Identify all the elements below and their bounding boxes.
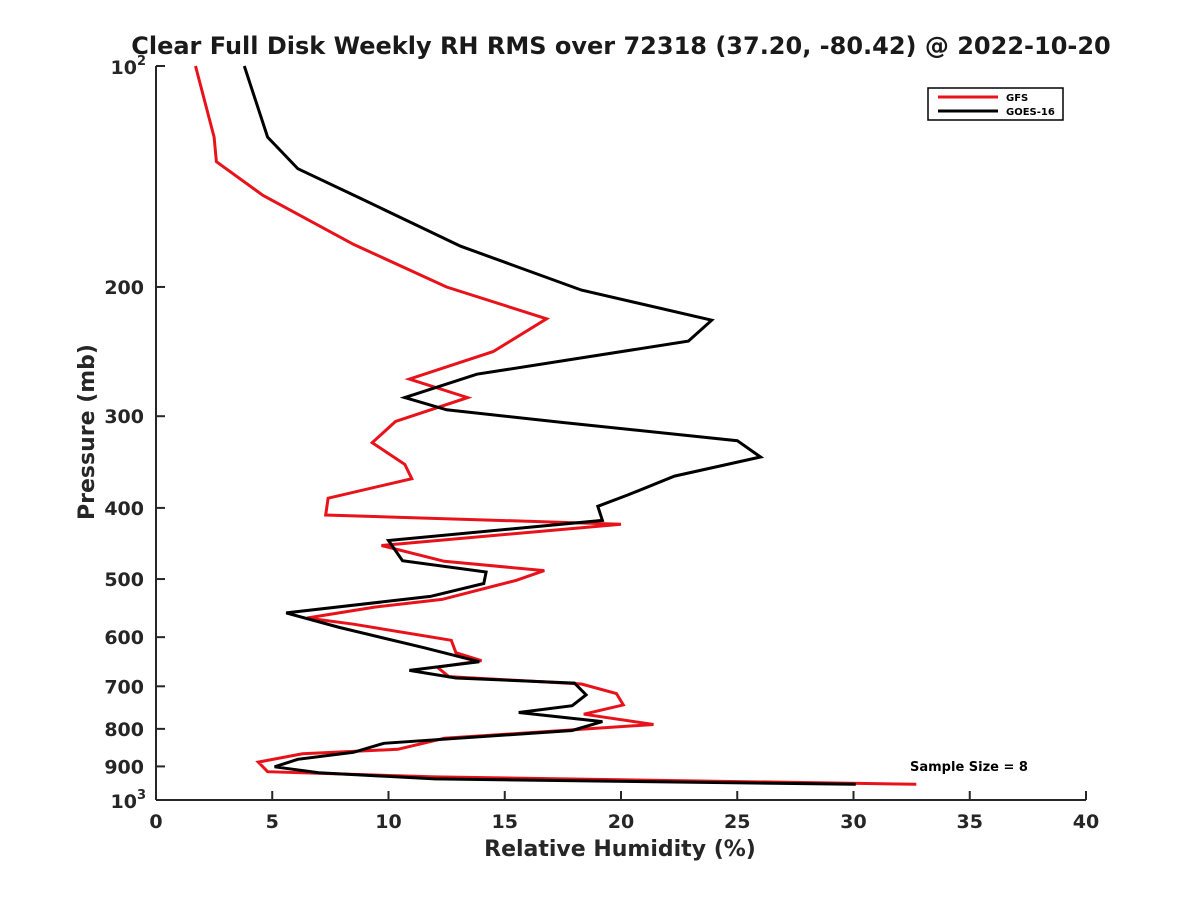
y-axis-label: Pressure (mb) bbox=[75, 344, 100, 520]
x-tick-label: 30 bbox=[840, 811, 866, 833]
x-tick-label: 25 bbox=[724, 811, 750, 833]
x-tick-label: 35 bbox=[957, 811, 983, 833]
series-line-goes-16 bbox=[242, 65, 856, 786]
x-tick-label: 40 bbox=[1073, 811, 1099, 833]
y-tick-label: 200 bbox=[104, 277, 144, 299]
series-line-gfs bbox=[194, 65, 917, 786]
x-tick-label: 15 bbox=[492, 811, 518, 833]
legend-box bbox=[927, 87, 1064, 121]
y-tick-label: 500 bbox=[104, 569, 144, 591]
x-tick-label: 10 bbox=[375, 811, 401, 833]
sample-size-annotation: Sample Size = 8 bbox=[910, 760, 1028, 775]
y-tick-label: 700 bbox=[104, 676, 144, 698]
legend-label: GFS bbox=[1006, 93, 1028, 104]
axes: 0 5 10 15 20 25 30 35 40 102 200 300 400 500 600 700 800… bbox=[104, 54, 1099, 833]
x-axis-label: Relative Humidity (%) bbox=[484, 837, 756, 862]
y-tick-label: 300 bbox=[104, 406, 144, 428]
series-layer bbox=[194, 65, 917, 786]
x-tick-label: 0 bbox=[149, 811, 162, 833]
y-tick-label: 600 bbox=[104, 627, 144, 649]
x-tick-label: 20 bbox=[608, 811, 634, 833]
y-tick-label: 102 bbox=[111, 54, 147, 79]
chart-title: Clear Full Disk Weekly RH RMS over 72318… bbox=[131, 32, 1111, 60]
y-tick-label: 900 bbox=[104, 756, 144, 778]
y-tick-label: 103 bbox=[111, 788, 147, 813]
y-tick-label: 800 bbox=[104, 719, 144, 741]
legend-label: GOES-16 bbox=[1006, 107, 1055, 118]
y-tick-label: 400 bbox=[104, 498, 144, 520]
x-tick-label: 5 bbox=[266, 811, 279, 833]
legend: GFS GOES-16 bbox=[927, 87, 1064, 121]
